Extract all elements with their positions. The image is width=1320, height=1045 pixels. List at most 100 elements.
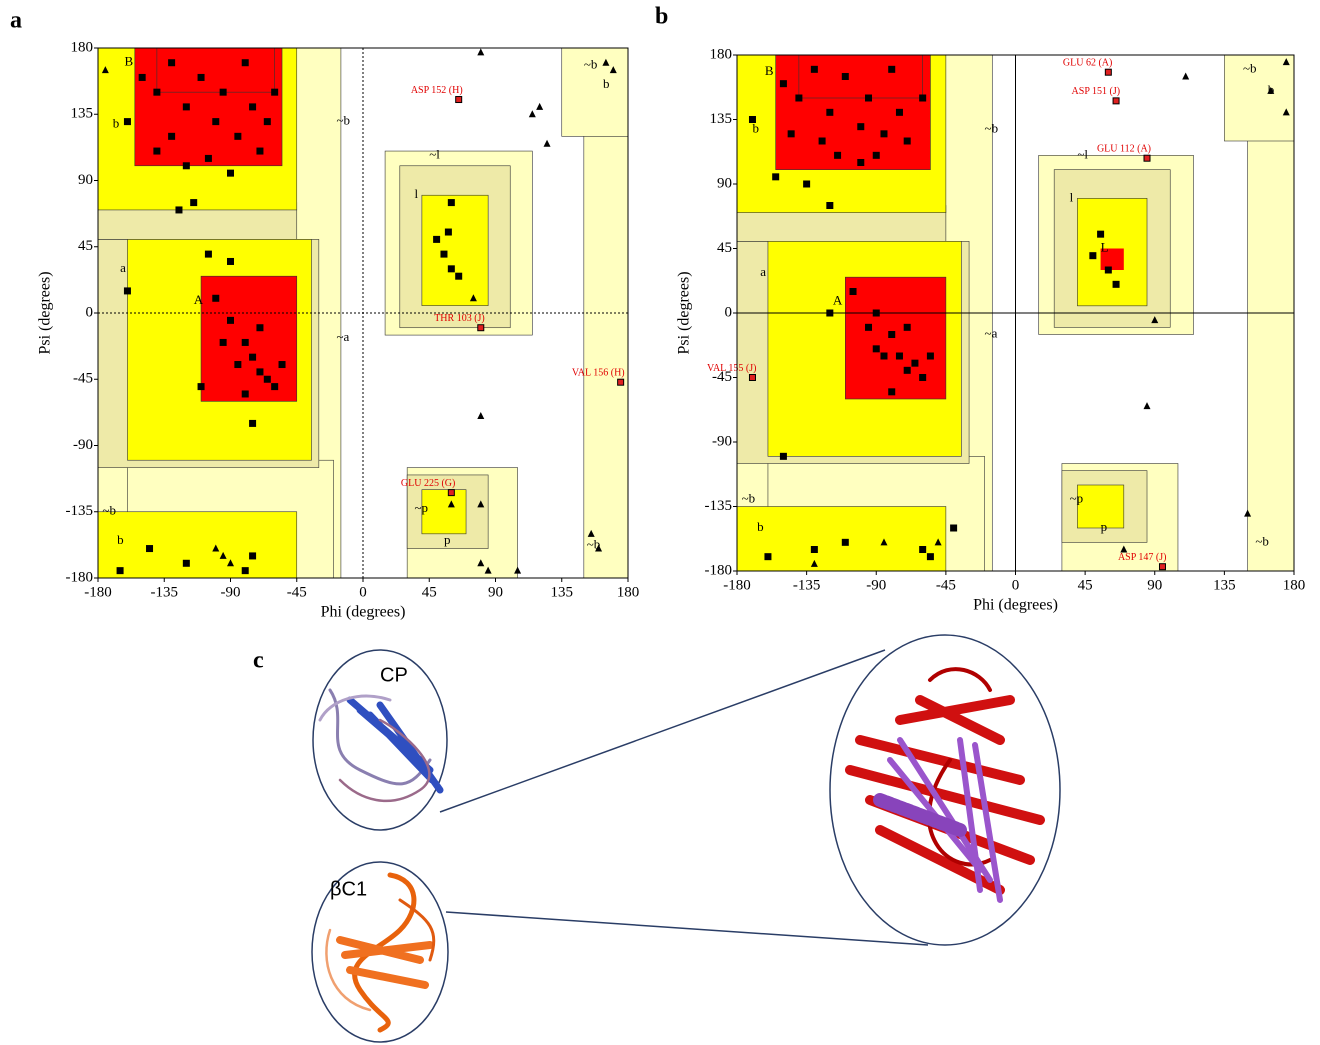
residue-point	[117, 567, 124, 574]
region-label: b	[603, 76, 610, 91]
residue-point	[249, 103, 256, 110]
residue-point	[919, 95, 926, 102]
x-tick-label: 0	[1012, 577, 1020, 593]
region-label: A	[194, 292, 204, 307]
structure-label: CP	[380, 664, 408, 686]
residue-point	[445, 229, 452, 236]
residue-point	[749, 116, 756, 123]
residue-point	[764, 553, 771, 560]
panel-letter: a	[10, 8, 22, 34]
residue-point	[227, 170, 234, 177]
region	[845, 277, 946, 399]
residue-point	[448, 265, 455, 272]
residue-point	[904, 138, 911, 145]
residue-point	[834, 152, 841, 159]
residue-point	[242, 567, 249, 574]
y-tick-label: -135	[66, 503, 94, 519]
y-tick-label: -135	[705, 498, 733, 514]
region-label: ~l	[429, 146, 440, 161]
outlier-label: ASP 151 (J)	[1072, 86, 1121, 97]
residue-point	[242, 59, 249, 66]
y-axis-title: Psi (degrees)	[37, 271, 54, 354]
x-axis-title: Phi (degrees)	[321, 604, 406, 621]
residue-point	[888, 331, 895, 338]
region-label: L	[1101, 239, 1109, 254]
region-label: ~b	[985, 121, 999, 136]
residue-point	[1089, 252, 1096, 259]
residue-point	[865, 95, 872, 102]
residue-point	[911, 360, 918, 367]
residue-point	[168, 59, 175, 66]
outlier-point	[618, 379, 624, 385]
region-label: l	[415, 186, 419, 201]
y-tick-label: 0	[86, 304, 94, 320]
residue-point	[271, 383, 278, 390]
residue-point	[256, 368, 263, 375]
x-axis-title: Phi (degrees)	[973, 597, 1058, 614]
y-axis-title: Psi (degrees)	[676, 271, 693, 354]
region-label: a	[760, 264, 766, 279]
residue-point	[168, 133, 175, 140]
residue-point	[234, 361, 241, 368]
panel-letter: c	[253, 648, 264, 674]
y-tick-label: -90	[712, 433, 732, 449]
residue-point	[279, 361, 286, 368]
residue-point	[227, 317, 234, 324]
x-tick-label: 135	[1213, 577, 1236, 593]
figure: BbaA~b~ll~a~bb~bb~pp~bASP 152 (H)THR 103…	[0, 0, 1320, 1045]
connector	[446, 912, 928, 945]
residue-point	[780, 80, 787, 87]
outlier-point	[478, 325, 484, 331]
residue-point	[205, 155, 212, 162]
region-label: ~b	[1243, 60, 1257, 75]
residue-point	[950, 525, 957, 532]
region-label: A	[833, 293, 843, 308]
residue-point	[927, 553, 934, 560]
residue-point	[873, 345, 880, 352]
plot-area: BbaA~b~ll~a~bb~bb~pp~b	[98, 48, 628, 578]
residue-point	[772, 173, 779, 180]
region-label: ~p	[1070, 490, 1084, 505]
residue-point	[819, 138, 826, 145]
residue-point	[242, 390, 249, 397]
residue-point	[1113, 281, 1120, 288]
residue-point	[826, 109, 833, 116]
residue-point	[1105, 267, 1112, 274]
region-label: b	[113, 116, 120, 131]
residue-point	[850, 288, 857, 295]
x-tick-label: 135	[551, 584, 574, 600]
residue-point	[153, 148, 160, 155]
residue-point	[873, 152, 880, 159]
residue-point	[842, 539, 849, 546]
residue-point	[880, 130, 887, 137]
outlier-point	[448, 490, 454, 496]
region	[422, 490, 466, 534]
residue-point	[873, 310, 880, 317]
outlier-label: GLU 225 (G)	[401, 478, 455, 489]
x-tick-label: -45	[287, 584, 307, 600]
residue-point	[198, 383, 205, 390]
outlier-label: ASP 147 (J)	[1118, 552, 1167, 563]
region-label: ~p	[415, 500, 429, 515]
residue-point	[220, 339, 227, 346]
residue-point	[857, 123, 864, 130]
residue-point	[249, 354, 256, 361]
residue-point	[264, 376, 271, 383]
residue-point	[183, 162, 190, 169]
residue-point	[124, 118, 131, 125]
region-label: a	[120, 260, 126, 275]
residue-point	[256, 148, 263, 155]
outlier-point	[749, 375, 755, 381]
residue-point	[795, 95, 802, 102]
region-label: p	[444, 532, 451, 547]
residue-point	[249, 420, 256, 427]
residue-point	[826, 310, 833, 317]
residue-point	[256, 324, 263, 331]
residue-point	[448, 199, 455, 206]
residue-point	[826, 202, 833, 209]
region	[799, 55, 923, 98]
outlier-point	[1113, 98, 1119, 104]
residue-point	[205, 251, 212, 258]
x-tick-label: -90	[221, 584, 241, 600]
region-label: b	[757, 519, 764, 534]
